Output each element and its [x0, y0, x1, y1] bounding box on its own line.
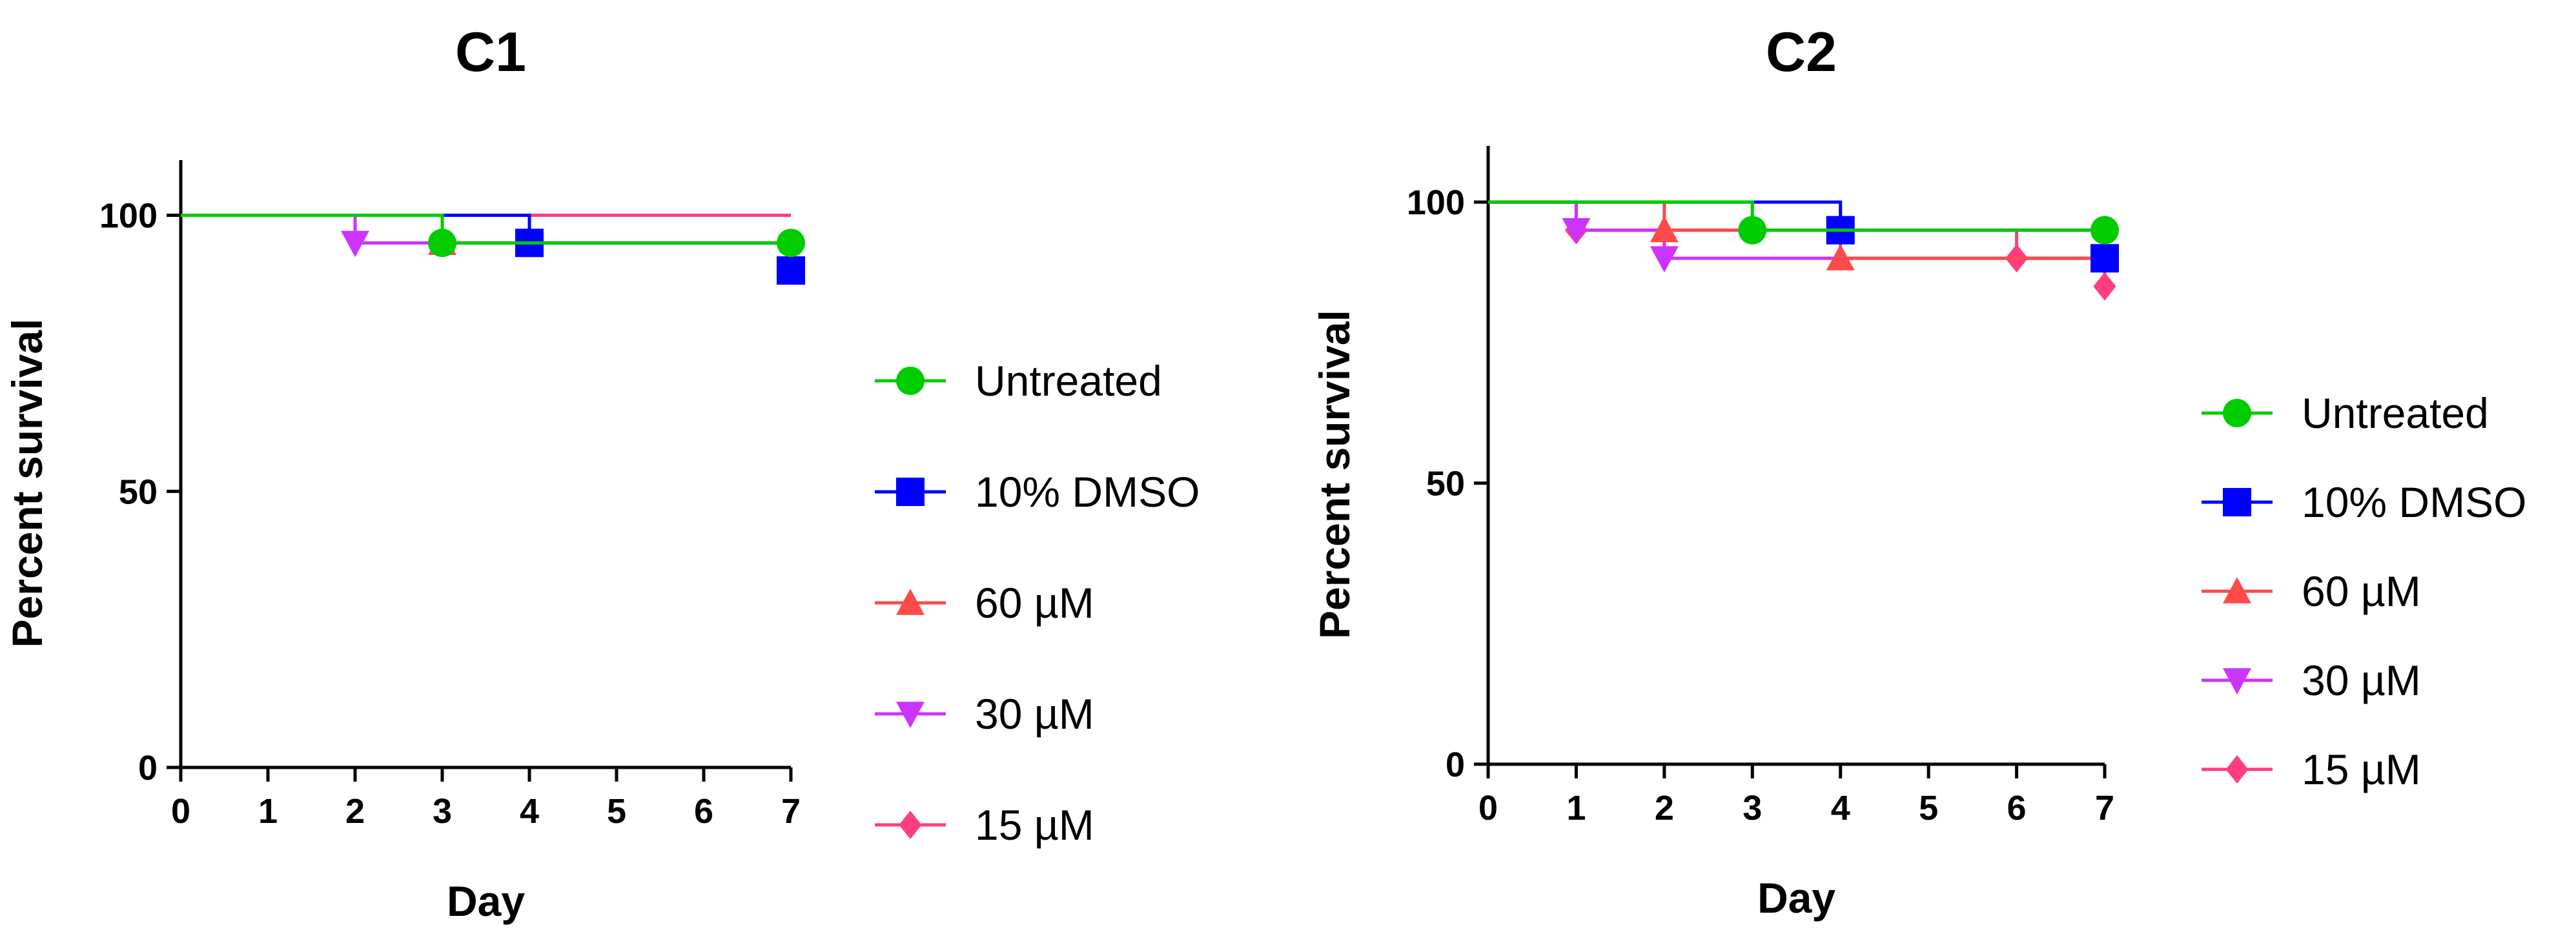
data-marker: [2090, 216, 2119, 245]
legend: Untreated 10% DMSO 60 µM 30 µM 15 µM: [2202, 389, 2526, 793]
plot-area: [1488, 200, 2119, 301]
survival-line: [181, 214, 791, 245]
x-tick-label: 2: [345, 792, 365, 831]
data-marker: [1650, 246, 1679, 273]
legend-label: 60 µM: [2302, 567, 2421, 615]
legend-item: 60 µM: [875, 579, 1094, 627]
data-marker: [1826, 244, 1855, 270]
legend-item: 15 µM: [2202, 745, 2421, 793]
x-tick-label: 1: [258, 792, 278, 831]
x-tick-label: 4: [1831, 789, 1850, 827]
legend-label: Untreated: [975, 357, 1162, 405]
data-marker: [777, 228, 805, 258]
legend: Untreated 10% DMSO 60 µM 30 µM 15 µM: [875, 357, 1200, 849]
y-tick-label: 50: [119, 472, 158, 511]
legend-marker: [899, 811, 922, 839]
legend-label: 10% DMSO: [2302, 478, 2526, 526]
y-tick-label: 50: [1426, 465, 1465, 503]
data-marker: [341, 230, 369, 258]
x-tick-label: 3: [433, 792, 452, 831]
series-15-m: [181, 214, 802, 258]
legend-item: Untreated: [2202, 389, 2489, 437]
data-marker: [428, 228, 456, 258]
x-axis-label: Day: [447, 877, 525, 925]
legend-marker: [2223, 577, 2251, 603]
legend-marker: [2223, 399, 2251, 427]
x-tick-label: 0: [1478, 789, 1498, 827]
data-marker: [2090, 244, 2119, 273]
legend-item: 30 µM: [2202, 656, 2421, 704]
legend-marker: [2223, 488, 2251, 516]
legend-label: 30 µM: [975, 690, 1094, 738]
series-untreated: [1488, 200, 2119, 245]
x-tick-label: 2: [1655, 789, 1674, 827]
series-15-m: [1488, 200, 2116, 301]
x-tick-label: 7: [2095, 789, 2114, 827]
y-tick-label: 0: [1446, 745, 1465, 784]
y-axis-label: Percent survival: [3, 319, 51, 648]
legend-label: 60 µM: [975, 579, 1094, 627]
legend-item: 15 µM: [875, 801, 1094, 849]
series-untreated: [181, 214, 805, 258]
x-tick-label: 1: [1566, 789, 1586, 827]
legend-item: Untreated: [875, 357, 1162, 405]
chart-title: C1: [455, 21, 526, 83]
legend-label: 30 µM: [2302, 656, 2421, 704]
x-tick-label: 6: [694, 792, 713, 831]
legend-marker: [896, 702, 925, 728]
x-tick-label: 7: [781, 792, 801, 831]
plot-area: [181, 214, 805, 285]
chart-c2: C2 0 1 2 3 4 5 6 7 0 50 100 Day Percent survival Untre…: [1311, 21, 2526, 922]
x-tick-label: 4: [520, 792, 539, 831]
legend-label: 10% DMSO: [975, 468, 1200, 516]
data-marker: [1650, 216, 1679, 243]
legend-marker: [2225, 755, 2249, 784]
survival-line: [181, 214, 791, 245]
y-tick-label: 100: [1407, 183, 1465, 222]
legend-label: 15 µM: [2302, 745, 2421, 793]
legend-item: 10% DMSO: [875, 468, 1200, 516]
y-tick-label: 0: [138, 749, 158, 787]
data-marker: [1562, 218, 1591, 245]
legend-item: 30 µM: [875, 690, 1094, 738]
x-tick-label: 3: [1743, 789, 1762, 827]
x-axis-label: Day: [1757, 874, 1835, 922]
x-tick-label: 0: [171, 792, 190, 831]
survival-line: [181, 214, 791, 245]
legend-marker: [896, 478, 925, 506]
legend-label: Untreated: [2302, 389, 2489, 437]
y-tick-label: 100: [99, 197, 158, 236]
data-marker: [2093, 272, 2116, 301]
y-axis-label: Percent survival: [1311, 310, 1358, 639]
legend-marker: [2223, 668, 2251, 695]
legend-marker: [896, 367, 925, 395]
chart-title: C2: [1766, 21, 1837, 83]
legend-item: 60 µM: [2202, 567, 2421, 615]
x-tick-label: 6: [2007, 789, 2027, 827]
data-marker: [1738, 216, 1767, 245]
legend-label: 15 µM: [975, 801, 1094, 849]
survival-line: [1488, 200, 2107, 287]
data-marker: [777, 256, 805, 285]
series-30-m: [181, 214, 791, 258]
x-tick-label: 5: [607, 792, 626, 831]
series-60-m: [181, 214, 791, 256]
legend-item: 10% DMSO: [2202, 478, 2526, 526]
legend-marker: [896, 589, 925, 615]
chart-c1: C1 0 1 2 3 4 5 6 7 0 50 100 Day Percent survival Untre…: [3, 21, 1200, 925]
series-10-dmso: [181, 214, 805, 285]
x-tick-label: 5: [1919, 789, 1938, 827]
